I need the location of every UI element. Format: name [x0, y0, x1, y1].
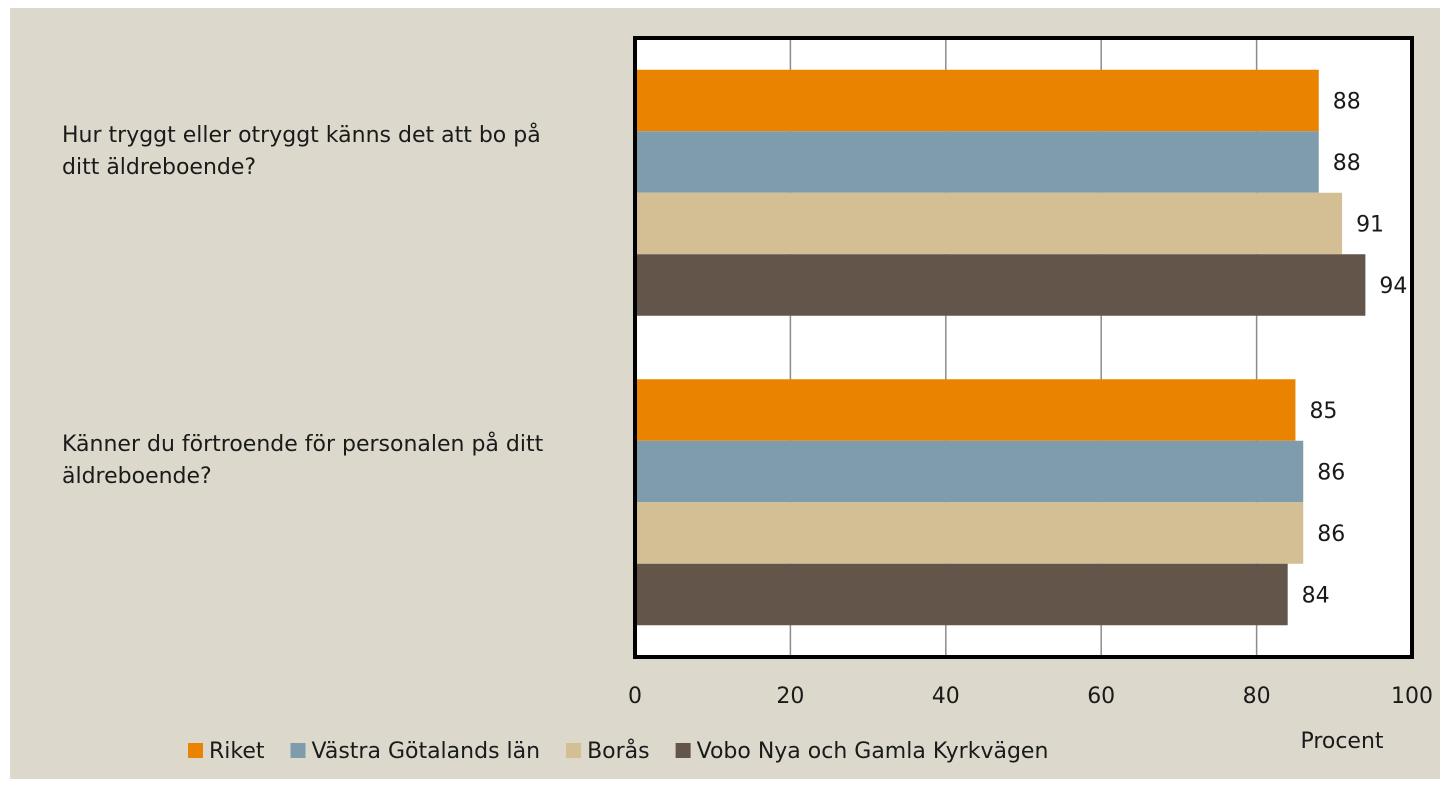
legend-swatch [566, 743, 582, 758]
legend-swatch [675, 743, 691, 758]
x-tick-label: 80 [1243, 684, 1271, 709]
bar [635, 563, 1288, 626]
x-tick-label: 40 [932, 684, 960, 709]
x-tick-label: 100 [1391, 684, 1433, 709]
value-label: 86 [1317, 461, 1345, 486]
bar [635, 254, 1366, 316]
x-tick-label: 60 [1087, 684, 1115, 709]
bar [635, 69, 1319, 132]
bar [635, 131, 1319, 193]
value-label: 88 [1333, 151, 1361, 176]
value-label: 86 [1317, 522, 1345, 547]
bar [635, 379, 1296, 441]
legend-label: Vobo Nya och Gamla Kyrkvägen [697, 739, 1049, 764]
x-tick-label: 0 [628, 684, 642, 709]
category-label: Känner du förtroende för personalen på d… [62, 432, 544, 490]
plot-border [633, 36, 1414, 659]
category-label: Hur tryggt eller otryggt känns det att b… [62, 122, 541, 180]
value-label: 94 [1379, 274, 1407, 299]
bar [635, 502, 1304, 564]
x-axis-label: Procent [1300, 729, 1383, 754]
value-label: 85 [1309, 399, 1337, 424]
bar [635, 440, 1304, 503]
bar [635, 192, 1343, 255]
value-label: 84 [1302, 584, 1330, 609]
legend-label: Riket [209, 739, 265, 764]
value-label: 91 [1356, 213, 1384, 238]
legend-swatch [188, 743, 203, 758]
legend-swatch [290, 743, 306, 758]
legend-label: Västra Götalands län [312, 739, 541, 764]
x-tick-label: 20 [776, 684, 804, 709]
value-label: 88 [1333, 90, 1361, 115]
legend-label: Borås [587, 738, 650, 764]
